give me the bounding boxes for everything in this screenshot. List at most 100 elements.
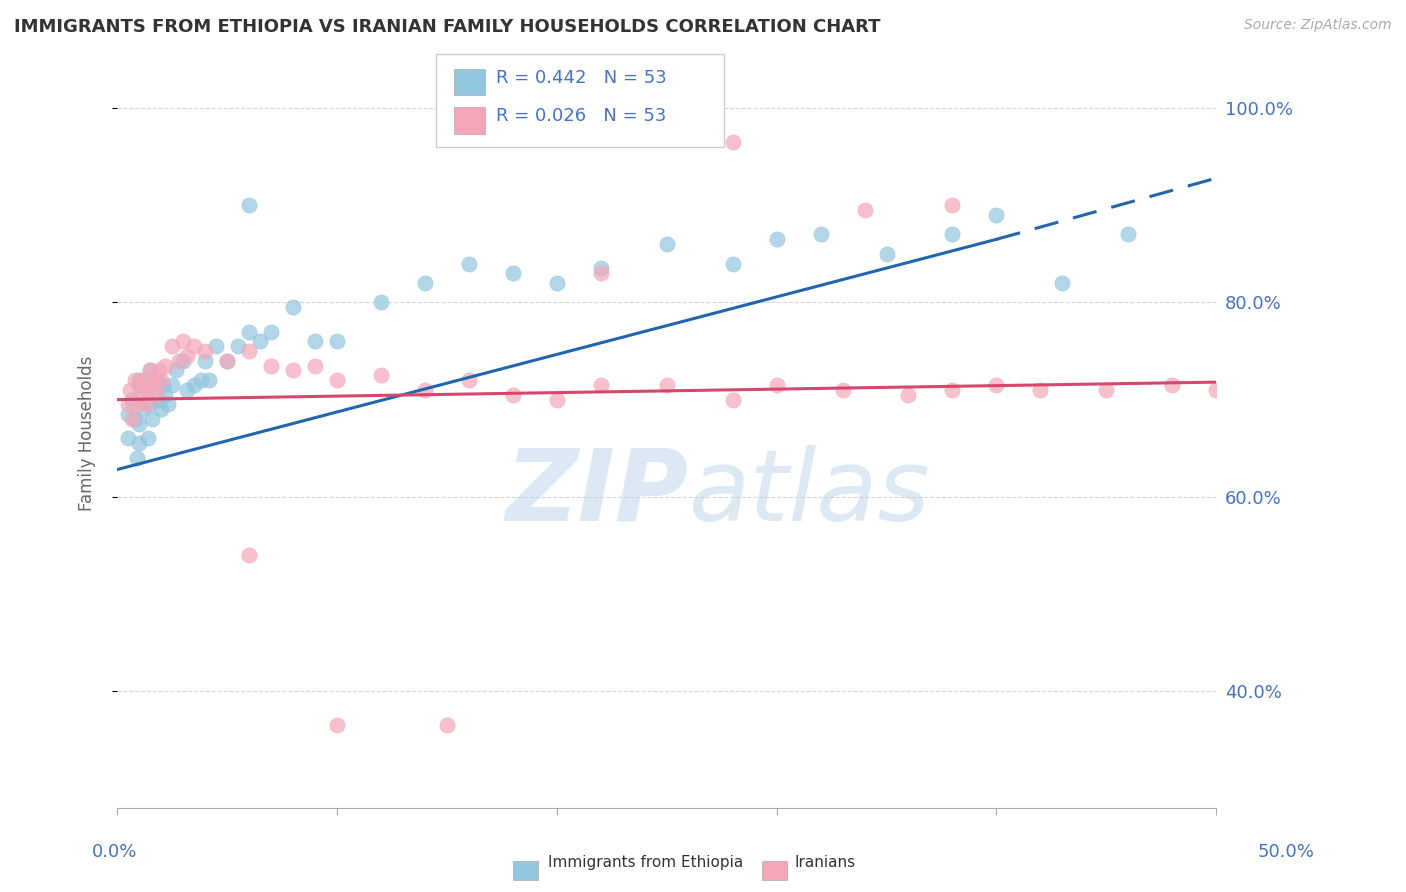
Point	[326, 334, 349, 349]
Point	[120, 383, 142, 397]
Point	[326, 373, 349, 387]
Point	[125, 397, 148, 411]
Point	[655, 237, 678, 252]
Point	[721, 392, 744, 407]
Point	[117, 397, 139, 411]
Point	[986, 378, 1008, 392]
Point	[172, 334, 194, 349]
Point	[215, 353, 238, 368]
Point	[1095, 383, 1118, 397]
Point	[124, 373, 146, 387]
Text: atlas: atlas	[689, 445, 931, 542]
Point	[941, 198, 963, 212]
Point	[215, 353, 238, 368]
Point	[413, 276, 436, 290]
Point	[249, 334, 271, 349]
Point	[370, 295, 392, 310]
Point	[260, 359, 283, 373]
Point	[831, 383, 853, 397]
Point	[721, 135, 744, 149]
Point	[1052, 276, 1074, 290]
Point	[125, 450, 148, 465]
Point	[1118, 227, 1140, 242]
Point	[136, 432, 159, 446]
Point	[155, 359, 177, 373]
Point	[139, 363, 162, 377]
Point	[128, 417, 150, 431]
Point	[128, 436, 150, 450]
Point	[457, 257, 479, 271]
Point	[128, 373, 150, 387]
Point	[128, 378, 150, 392]
Point	[205, 339, 228, 353]
Y-axis label: Family Households: Family Households	[79, 356, 96, 511]
Text: Source: ZipAtlas.com: Source: ZipAtlas.com	[1244, 18, 1392, 32]
Point	[150, 373, 173, 387]
Point	[986, 208, 1008, 222]
Text: ZIP: ZIP	[506, 445, 689, 542]
Point	[160, 339, 183, 353]
Point	[589, 266, 612, 280]
Point	[304, 334, 326, 349]
Point	[941, 227, 963, 242]
Point	[457, 373, 479, 387]
Point	[502, 388, 524, 402]
Point	[121, 392, 143, 407]
Point	[281, 301, 304, 315]
Point	[141, 412, 163, 426]
Point	[436, 718, 458, 732]
Point	[238, 198, 260, 212]
Point	[124, 412, 146, 426]
Point	[121, 412, 143, 426]
Text: IMMIGRANTS FROM ETHIOPIA VS IRANIAN FAMILY HOUSEHOLDS CORRELATION CHART: IMMIGRANTS FROM ETHIOPIA VS IRANIAN FAMI…	[14, 18, 880, 36]
Point	[1205, 383, 1227, 397]
Point	[370, 368, 392, 383]
Point	[721, 257, 744, 271]
Point	[117, 432, 139, 446]
Point	[176, 383, 198, 397]
Point	[326, 718, 349, 732]
Point	[765, 378, 787, 392]
Point	[941, 383, 963, 397]
Text: 0.0%: 0.0%	[91, 843, 136, 861]
Point	[172, 353, 194, 368]
Point	[304, 359, 326, 373]
Point	[132, 402, 155, 417]
Point	[129, 388, 152, 402]
Point	[156, 397, 179, 411]
Point	[183, 339, 205, 353]
Point	[238, 548, 260, 562]
Point	[853, 203, 876, 218]
Point	[876, 247, 898, 261]
Point	[139, 363, 162, 377]
Point	[413, 383, 436, 397]
Text: 50.0%: 50.0%	[1258, 843, 1315, 861]
Point	[190, 373, 212, 387]
Point	[139, 397, 162, 411]
Point	[145, 388, 167, 402]
Point	[143, 373, 166, 387]
Point	[546, 392, 568, 407]
Text: Iranians: Iranians	[794, 855, 855, 870]
Point	[546, 276, 568, 290]
Point	[166, 363, 188, 377]
Point	[260, 325, 283, 339]
Point	[1029, 383, 1052, 397]
Point	[145, 373, 167, 387]
Point	[226, 339, 249, 353]
Point	[194, 353, 217, 368]
Point	[655, 378, 678, 392]
Point	[152, 378, 174, 392]
Point	[1161, 378, 1184, 392]
Text: R = 0.026   N = 53: R = 0.026 N = 53	[496, 107, 666, 125]
Point	[589, 261, 612, 276]
Point	[135, 397, 157, 411]
Point	[765, 232, 787, 246]
Point	[132, 373, 155, 387]
Point	[281, 363, 304, 377]
Point	[160, 378, 183, 392]
Point	[136, 383, 159, 397]
Point	[589, 378, 612, 392]
Point	[897, 388, 920, 402]
Point	[148, 363, 170, 377]
